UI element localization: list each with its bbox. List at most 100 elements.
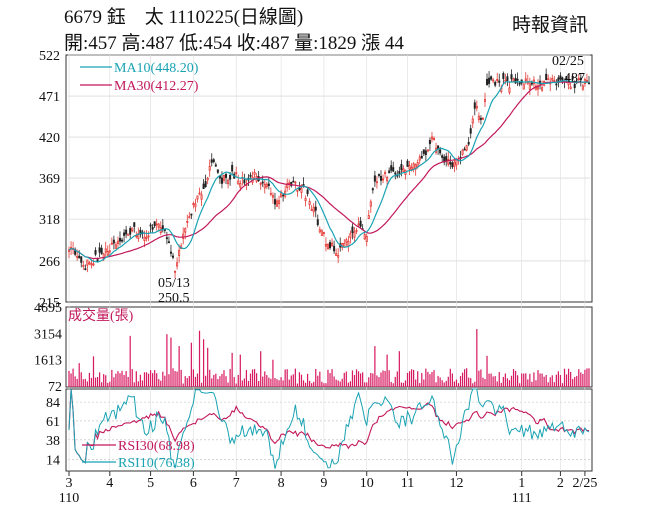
volume-bar [241, 380, 243, 387]
candle-body [367, 215, 370, 220]
candle-body [192, 203, 195, 206]
volume-bar [101, 382, 103, 387]
low-value-label: 250.5 [158, 291, 190, 306]
year-label: 110 [59, 491, 79, 506]
candle-body [473, 102, 476, 109]
candle-body [379, 175, 383, 181]
volume-bar [417, 371, 419, 387]
volume-bar [557, 371, 560, 387]
volume-bar [170, 337, 172, 387]
volume-bar [447, 376, 449, 387]
candle-body [163, 229, 166, 231]
price-tick-label: 471 [39, 90, 60, 105]
volume-bar [364, 382, 366, 387]
volume-bar [423, 379, 425, 387]
volume-bar [517, 375, 519, 387]
volume-bar [529, 373, 531, 387]
candle-body [94, 250, 97, 255]
candle-body [512, 78, 515, 82]
volume-bar [127, 376, 129, 387]
volume-bar [96, 376, 99, 387]
candle-body [292, 180, 295, 183]
volume-bar [400, 382, 402, 387]
volume-bar [192, 369, 195, 387]
volume-bar [523, 373, 525, 387]
volume-bar [508, 380, 511, 387]
candle-body [216, 169, 219, 173]
candle-body [198, 192, 201, 195]
volume-bar [472, 383, 474, 387]
candle-body [202, 183, 205, 189]
candle-body [149, 224, 152, 227]
month-label: 11 [401, 476, 414, 491]
volume-bar [256, 373, 258, 387]
volume-bar [443, 382, 445, 387]
volume-legend: 成交量(張) [68, 307, 134, 324]
volume-bar [217, 379, 219, 387]
volume-bar [357, 371, 360, 387]
candle-body [184, 228, 187, 233]
candle-body [486, 78, 489, 86]
volume-bar [156, 373, 158, 387]
candle-body [451, 162, 454, 168]
volume-bar [147, 373, 150, 387]
month-label: 3 [66, 476, 73, 491]
volume-bar [439, 377, 441, 387]
volume-bar [239, 354, 241, 387]
candle-body [565, 76, 568, 80]
candle-body [555, 83, 558, 86]
rsi10-legend: RSI10(76.38) [118, 456, 195, 471]
candle-body [206, 177, 209, 181]
candle-body [288, 182, 291, 185]
volume-bar [541, 373, 543, 387]
volume-bar [186, 378, 188, 387]
candle-body [261, 181, 264, 184]
volume-bar [288, 379, 290, 387]
volume-bar [272, 359, 274, 387]
volume-bar [461, 372, 464, 387]
candle-body [410, 167, 413, 170]
candle-body [469, 128, 472, 134]
month-label: 2 [557, 476, 564, 491]
volume-tick-label: 72 [48, 380, 62, 395]
volume-bar [527, 379, 529, 387]
candle-body [265, 183, 268, 188]
volume-bar [486, 355, 488, 387]
candle-body [345, 239, 348, 243]
volume-bar [415, 379, 417, 387]
volume-bar [362, 372, 364, 387]
month-label: 5 [147, 476, 154, 491]
volume-bar [353, 375, 356, 387]
volume-bar [223, 370, 225, 387]
candle-body [271, 195, 274, 198]
volume-bar [137, 381, 139, 387]
candle-body [329, 242, 332, 249]
volume-bar [325, 383, 327, 387]
volume-bar [121, 370, 123, 387]
volume-bar [512, 369, 515, 387]
volume-tick-label: 1613 [34, 354, 62, 369]
volume-bar [219, 376, 221, 387]
volume-bar [300, 374, 303, 387]
candle-body [84, 268, 87, 271]
month-label: 7 [233, 476, 240, 491]
volume-bar [368, 377, 370, 387]
price-tick-label: 369 [39, 172, 60, 187]
volume-bar [278, 380, 280, 387]
volume-bar [482, 377, 484, 387]
volume-bar [260, 351, 262, 387]
volume-bar [394, 376, 396, 387]
candle-body [318, 229, 321, 233]
candle-body [471, 118, 474, 124]
candle-body [200, 194, 203, 200]
candle-body [110, 242, 113, 245]
volume-bar [435, 382, 437, 387]
candle-body [559, 75, 562, 80]
volume-bar [205, 375, 207, 387]
candle-body [447, 158, 450, 165]
volume-bar [345, 371, 347, 387]
volume-bar [349, 381, 352, 387]
candle-body [269, 192, 272, 195]
volume-tick-label: 4695 [34, 301, 62, 316]
volume-panel-frame [65, 306, 593, 388]
